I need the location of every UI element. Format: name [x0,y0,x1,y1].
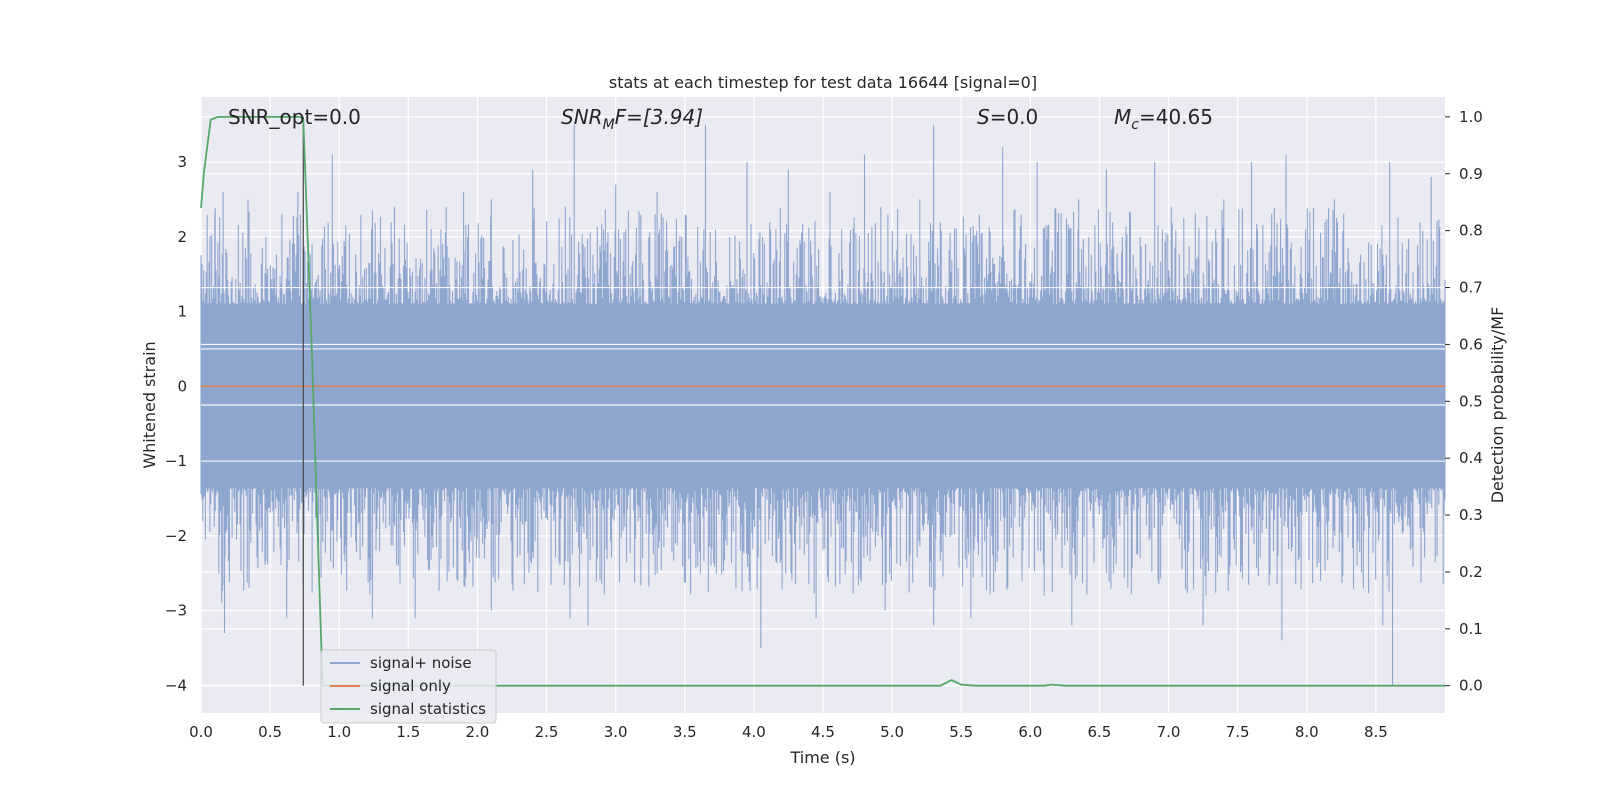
y-tick-label: −1 [165,452,187,470]
x-tick-label: 4.5 [811,723,835,741]
annotation-mc: Mc=40.65 [1114,105,1213,133]
x-tick-label: 4.0 [742,723,766,741]
legend-box [320,649,497,724]
series-signal-noise [200,124,1446,686]
y-tick-label: 3 [177,153,187,171]
y-right-tick-label: 0.0 [1459,677,1483,695]
x-axis-label: Time (s) [789,748,855,767]
x-tick-label: 2.5 [535,723,559,741]
x-tick-label: 6.0 [1018,723,1042,741]
y-right-tick-label: 0.4 [1459,449,1483,467]
x-tick-label: 6.5 [1088,723,1112,741]
legend-label-signal-statistics: signal statistics [370,700,486,718]
annotation-snr-mf: SNRMF=[3.94] [561,105,703,133]
y-right-tick-label: 0.9 [1459,165,1483,183]
y-right-tick-label: 0.3 [1459,506,1483,524]
y-right-tick-label: 0.8 [1459,222,1483,240]
y-axis-label-right: Detection probability/MF [1488,307,1507,504]
y-tick-label: 1 [177,303,187,321]
y-tick-label: −3 [165,602,187,620]
x-tick-label: 7.0 [1157,723,1181,741]
chart-title: stats at each timestep for test data 166… [609,73,1037,92]
series-signal-statistics [200,116,1445,687]
tick-labels: 0.0 0.5 1.0 1.5 2.0 2.5 3.0 3.5 4.0 4.5 5.0 5.5 6.0 6… [165,108,1483,741]
x-tick-label: 8.0 [1295,723,1319,741]
annotation-snr-opt: SNR_opt=0.0 [228,105,361,129]
y-tick-label: 2 [177,228,187,246]
x-tick-label: 1.0 [327,723,351,741]
x-tick-label: 8.5 [1364,723,1388,741]
y-right-tick-label: 0.2 [1459,563,1483,581]
x-tick-label: 0.5 [258,723,282,741]
signal-statistics-line [200,116,1445,687]
y-tick-label: −2 [165,527,187,545]
annotation-s: S=0.0 [977,105,1038,129]
y-right-tick-label: 0.1 [1459,620,1483,638]
x-tick-label: 5.5 [949,723,973,741]
y-tick-label: 0 [177,377,187,395]
x-tick-label: 5.0 [880,723,904,741]
legend-label-signal-only: signal only [370,677,451,695]
y-right-tick-label: 1.0 [1459,108,1483,126]
x-tick-label: 3.5 [673,723,697,741]
legend-label-signal-noise: signal+ noise [370,654,472,672]
y-tick-label: −4 [165,676,187,694]
x-tick-label: 2.0 [466,723,490,741]
signal-noise-line [200,124,1446,686]
y-right-tick-label: 0.6 [1459,335,1483,353]
x-tick-label: 3.0 [604,723,628,741]
x-tick-label: 7.5 [1226,723,1250,741]
y-right-tick-label: 0.7 [1459,279,1483,297]
y-axis-label: Whitened strain [140,341,159,468]
legend: signal+ noise signal only signal statist… [320,649,497,724]
x-tick-label: 0.0 [189,723,213,741]
y-right-tick-label: 0.5 [1459,392,1483,410]
x-tick-label: 1.5 [396,723,420,741]
